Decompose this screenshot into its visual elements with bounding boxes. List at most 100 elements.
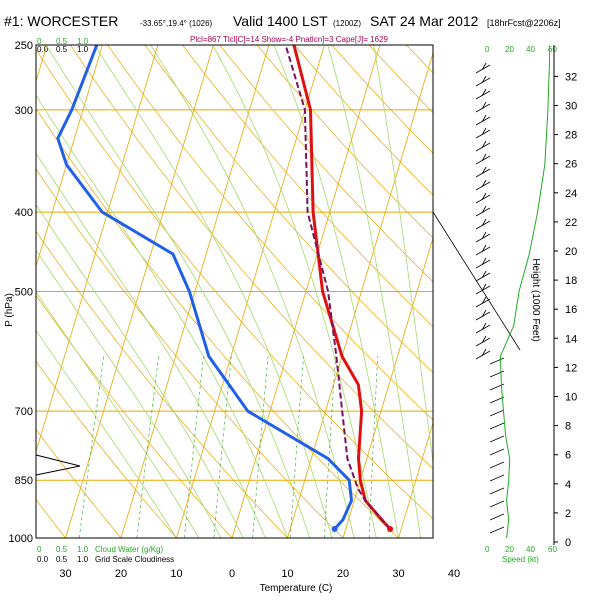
dry-adiabat [36,230,288,538]
isotherm-line [231,45,381,538]
temperature-line [292,45,392,531]
grid-cloud-value-1: 0.5 [56,555,68,564]
wind-barb [489,487,505,495]
height-tick-label: 8 [565,421,571,433]
wind-speed-bot-3: 60 [548,545,557,554]
dry-adiabat [182,45,433,328]
wind-barb-flag [481,179,487,188]
isotherm-line [36,45,103,268]
moist-adiabat [150,45,355,538]
cloud-water-label: Cloud Water (g/Kg) [95,545,164,554]
isotherm-line [65,45,214,538]
cloud-top-label-1: 0.5 [56,37,68,46]
mixing-ratio-line [213,356,232,538]
moist-adiabat [36,203,244,538]
valid-date: SAT 24 Mar 2012 [370,13,479,29]
dry-adiabat [294,45,433,196]
pressure-tick-label: 700 [15,406,33,418]
wind-barb [489,461,505,469]
height-tick-label: 26 [565,159,577,171]
moist-adiabat [373,45,433,466]
mixing-ratio-line [184,356,204,538]
surface-temperature-dot [387,525,394,532]
wind-barb [489,513,505,521]
wind-barb-flag [481,231,487,240]
dry-adiabat [36,428,122,538]
wind-barb-flag [481,205,487,214]
height-tick-label: 22 [565,217,577,229]
dry-adiabat [0,45,10,538]
parcel-params: Plcl=867 Tlcl[C]=14 Show=-4 Pnatlcn]=3 C… [190,35,389,44]
wind-barb-flag [481,166,487,175]
dry-adiabat [406,45,433,74]
mixing-ratio-line [136,356,159,538]
temperature-tick-label: 20 [337,568,349,580]
cloud-water-value-2: 1.0 [77,545,89,554]
wind-speed-bot-2: 40 [526,545,535,554]
wind-barb-flag [481,296,487,305]
mixing-ratio-line [252,356,269,538]
wind-barb-flag [481,88,487,97]
wind-barb [489,396,505,404]
wind-speed-label: Speed (kt) [502,555,539,564]
isotherm-line [398,421,433,538]
moist-adiabat [36,291,200,538]
surface-dewpoint-dot [331,525,338,532]
height-tick-label: 6 [565,450,571,462]
wind-barb-flag [481,244,487,253]
height-tick-label: 28 [565,130,577,142]
temperature-ticks: 30 20 10 0 10 20 30 40 [59,568,460,580]
wind-barb [489,422,505,430]
mixing-ratio-line [368,356,379,538]
wind-speed-top-2: 40 [526,45,535,54]
wind-speed-bot-0: 0 [485,545,490,554]
wind-speed-bot-1: 20 [505,545,514,554]
wind-barb-flag [481,309,487,318]
grid-cloudiness-label: Grid Scale Cloudiness [95,555,174,564]
temperature-tick-label: 20 [115,568,127,580]
cloud-top-label-2: 1.0 [77,37,89,46]
pressure-tick-label: 250 [15,40,33,52]
wind-barb [489,526,505,534]
wind-barb [489,474,505,482]
dry-adiabat [36,294,233,538]
wind-barb-flag [481,218,487,227]
wind-barb-flag [481,348,487,357]
wind-barb-flag [481,75,487,84]
moist-adiabat [36,329,177,538]
height-tick-label: 32 [565,71,577,83]
pressure-tick-label: 500 [15,287,33,299]
wind-barb-flag [481,140,487,149]
mixing-ratio-line [289,356,304,538]
cloud-top-value-2: 1.0 [77,45,89,54]
isotherm-line [36,45,159,453]
wind-speed-top-1: 20 [505,45,514,54]
wind-speed-top-3: 60 [548,45,557,54]
wind-barb-flag [481,270,487,279]
height-tick-label: 10 [565,392,577,404]
moist-adiabat [327,45,422,538]
wind-barb-flag [481,127,487,136]
isotherm-line [565,45,600,538]
dry-adiabat [36,360,177,538]
wind-barb [489,500,505,508]
dry-adiabat [36,48,433,520]
height-tick-label: 24 [565,188,577,200]
wind-barb [489,448,505,456]
mixing-ratio-line [78,356,105,538]
grid-cloud-value-0: 0.0 [37,555,49,564]
height-tick-label: 20 [565,246,577,258]
wind-barb-flag [481,257,487,266]
station-title: #1: WORCESTER [4,13,118,29]
pressure-tick-label: 300 [15,105,33,117]
temperature-tick-label: 40 [448,568,460,580]
pressure-tick-label: 850 [15,475,33,487]
height-axis-label: Height (1000 Feet) [530,258,541,341]
parcel-line [284,45,391,530]
wind-barb-flag [481,114,487,123]
isotherm-line [176,45,325,538]
station-coords: -33.65°,19.4° (1026) [140,19,213,28]
isotherm-line [120,45,270,538]
